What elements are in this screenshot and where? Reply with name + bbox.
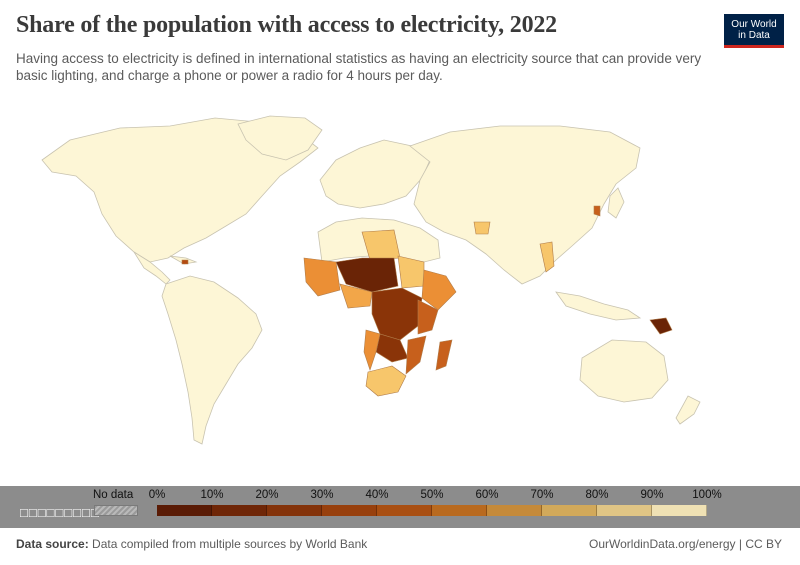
chart-title: Share of the population with access to e… [16, 12, 557, 38]
region-central-america [133, 251, 171, 285]
region-japan [607, 187, 625, 219]
legend-bin-label: 90% [640, 489, 664, 501]
legend-swatch[interactable] [157, 505, 212, 516]
region-sudan [397, 255, 425, 289]
region-drc [375, 333, 409, 363]
region-west-africa [303, 257, 341, 297]
region-southern-africa [365, 365, 407, 397]
region-angola-zambia [363, 329, 381, 371]
region-north-america [41, 117, 319, 263]
legend-bin-label: 100% [692, 489, 722, 501]
source-text: Data compiled from multiple sources by W… [92, 537, 368, 551]
region-nigeria [339, 283, 373, 309]
legend-bin-label: 50% [420, 489, 444, 501]
region-north-korea [593, 205, 601, 217]
no-data-swatch[interactable] [94, 505, 138, 516]
placeholder-glyphs: □□□□□□□□□ [20, 505, 100, 520]
region-myanmar [539, 241, 555, 273]
color-scale[interactable] [157, 505, 707, 516]
legend-swatch[interactable] [542, 505, 597, 516]
legend-bin-label: 60% [475, 489, 499, 501]
footer-link[interactable]: OurWorldinData.org/energy | CC BY [589, 537, 782, 551]
chart-subtitle: Having access to electricity is defined … [16, 51, 702, 83]
region-se-asia-islands [555, 291, 642, 321]
no-data-label: No data [93, 489, 134, 501]
legend-bin-label: 30% [310, 489, 334, 501]
legend-swatch[interactable] [597, 505, 652, 516]
region-haiti [181, 259, 189, 265]
legend-swatch[interactable] [487, 505, 542, 516]
legend-bin-label: 0% [148, 489, 166, 501]
legend-swatch[interactable] [652, 505, 707, 516]
data-source: Data source: Data compiled from multiple… [16, 537, 367, 551]
legend-swatch[interactable] [377, 505, 432, 516]
region-new-zealand [675, 395, 701, 425]
region-madagascar [435, 339, 453, 371]
region-mozambique [405, 335, 427, 375]
logo-line-1: Our World [731, 19, 777, 30]
source-label: Data source: [16, 537, 89, 551]
legend-swatch[interactable] [432, 505, 487, 516]
owid-logo[interactable]: Our World in Data [724, 14, 784, 48]
region-afghanistan [473, 221, 491, 235]
logo-line-2: in Data [738, 30, 770, 41]
legend-swatch[interactable] [322, 505, 377, 516]
legend-bin-label: 10% [200, 489, 224, 501]
region-ethiopia-horn [421, 269, 457, 311]
region-niger-chad [335, 257, 399, 293]
legend-swatch[interactable] [212, 505, 267, 516]
legend-bin-label: 40% [365, 489, 389, 501]
region-central-africa [371, 287, 423, 341]
legend-bin-label: 20% [255, 489, 279, 501]
region-europe [319, 139, 431, 209]
legend-bin-label: 70% [530, 489, 554, 501]
world-map[interactable] [0, 105, 800, 483]
region-asia [409, 125, 641, 285]
region-south-america [161, 275, 263, 445]
legend-swatch[interactable] [267, 505, 322, 516]
region-greenland [237, 115, 323, 161]
region-east-africa [417, 299, 439, 335]
region-papua-new-guinea [649, 317, 673, 335]
legend-bin-label: 80% [585, 489, 609, 501]
region-australia [579, 339, 669, 403]
